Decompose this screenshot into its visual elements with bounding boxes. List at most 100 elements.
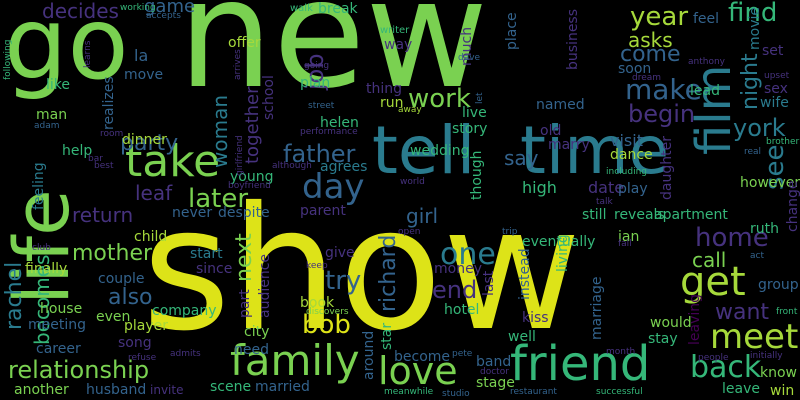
word-home: home bbox=[695, 223, 769, 253]
word-run: run bbox=[380, 95, 404, 111]
word-kiss: kiss bbox=[522, 310, 549, 326]
word-old: old bbox=[540, 123, 562, 139]
word-adam: adam bbox=[34, 121, 60, 131]
word-one: one bbox=[440, 237, 496, 272]
word-writer: writer bbox=[380, 25, 410, 36]
word-talk: talk bbox=[596, 197, 613, 207]
word-meanwhile: meanwhile bbox=[384, 387, 434, 397]
word-night: night bbox=[738, 53, 763, 110]
word-also: also bbox=[108, 285, 153, 310]
word-though: though bbox=[469, 150, 485, 200]
word-act: act bbox=[750, 251, 764, 261]
word-since: since bbox=[196, 261, 233, 277]
word-instead: instead bbox=[517, 248, 533, 300]
word-decides: decides bbox=[42, 0, 119, 23]
word-initially: initially bbox=[750, 351, 783, 361]
word-thing: thing bbox=[366, 81, 403, 97]
word-time: time bbox=[520, 112, 670, 189]
word-accepts: accepts bbox=[146, 11, 181, 21]
word-stage: stage bbox=[476, 375, 515, 391]
word-game: game bbox=[144, 0, 196, 17]
word-couple: couple bbox=[98, 271, 145, 287]
word-money: money bbox=[434, 261, 482, 277]
word-tell: tell bbox=[372, 112, 476, 189]
word-new: new bbox=[178, 0, 489, 122]
word-group: group bbox=[758, 277, 799, 293]
word-dance: dance bbox=[610, 147, 653, 163]
word-ruth: ruth bbox=[750, 221, 779, 237]
word-know: know bbox=[760, 365, 797, 381]
word-meet: meet bbox=[710, 317, 799, 357]
word-club: club bbox=[32, 243, 51, 253]
word-husband: husband bbox=[86, 382, 147, 398]
word-player: player bbox=[124, 318, 169, 334]
word-last: last bbox=[481, 270, 497, 296]
word-marriage: marriage bbox=[589, 276, 605, 340]
word-daughter: daughter bbox=[659, 136, 675, 200]
word-learns: learns bbox=[83, 40, 93, 69]
word-around: around bbox=[361, 330, 377, 380]
word-back: back bbox=[690, 350, 762, 385]
word-refuse: refuse bbox=[128, 353, 157, 363]
word-meeting: meeting bbox=[28, 317, 87, 333]
word-wedding: wedding bbox=[410, 143, 470, 159]
word-high: high bbox=[522, 178, 557, 197]
word-brother: brother bbox=[766, 137, 800, 147]
word-make: make bbox=[625, 73, 702, 106]
word-despite: despite bbox=[218, 205, 270, 221]
word-let: let bbox=[475, 92, 485, 104]
word-well: well bbox=[508, 329, 536, 345]
word-give: give bbox=[325, 245, 355, 261]
word-relationship: relationship bbox=[8, 356, 150, 384]
word-restaurant: restaurant bbox=[510, 387, 557, 397]
word-start: start bbox=[190, 246, 223, 262]
word-agrees: agrees bbox=[320, 159, 368, 175]
word-come: come bbox=[620, 42, 681, 67]
word-help: help bbox=[62, 143, 93, 159]
word-begin: begin bbox=[628, 100, 696, 128]
word-leaving: leaving bbox=[687, 293, 703, 345]
word-soon: soon bbox=[618, 61, 652, 77]
word-stay: stay bbox=[648, 331, 678, 347]
word-love: love bbox=[378, 349, 458, 393]
word-married: married bbox=[255, 379, 310, 395]
word-upset: upset bbox=[764, 71, 790, 81]
word-would: would bbox=[650, 315, 692, 331]
word-away: away bbox=[398, 105, 422, 115]
word-month: month bbox=[606, 347, 636, 357]
word-girl: girl bbox=[406, 204, 439, 228]
word-get: get bbox=[680, 259, 746, 305]
word-offer: offer bbox=[228, 35, 261, 51]
word-studio: studio bbox=[442, 389, 470, 399]
word-become: become bbox=[394, 349, 451, 365]
word-want: want bbox=[715, 300, 770, 325]
word-feel: feel bbox=[693, 11, 720, 27]
word-reveals: reveals bbox=[614, 207, 665, 223]
word-break: break bbox=[318, 1, 358, 17]
word-dinner: dinner bbox=[122, 132, 167, 148]
word-parent: parent bbox=[300, 203, 346, 219]
word-win: win bbox=[770, 383, 795, 399]
word-realizes: realizes bbox=[101, 76, 117, 130]
word-marry: marry bbox=[548, 137, 590, 153]
word-doctor: doctor bbox=[480, 367, 509, 377]
word-family: family bbox=[230, 336, 360, 385]
word-mother: mother bbox=[72, 241, 153, 266]
word-visit: visit bbox=[610, 131, 643, 150]
word-need: need bbox=[234, 342, 269, 358]
word-leaf: leaf bbox=[135, 181, 173, 205]
word-la: la bbox=[134, 46, 149, 65]
word-say: say bbox=[504, 146, 539, 170]
word-move: move bbox=[124, 67, 164, 83]
word-man: man bbox=[36, 107, 68, 123]
word-eventually: eventually bbox=[522, 234, 596, 250]
word-another: another bbox=[14, 382, 69, 398]
word-york: york bbox=[733, 114, 786, 142]
word-fall: fall bbox=[618, 239, 632, 249]
word-like: like bbox=[46, 77, 71, 93]
word-company: company bbox=[152, 303, 217, 319]
word-invite: invite bbox=[150, 383, 184, 397]
word-audience: audience bbox=[257, 253, 273, 318]
word-child: child bbox=[134, 229, 168, 245]
word-following: following bbox=[3, 39, 13, 80]
